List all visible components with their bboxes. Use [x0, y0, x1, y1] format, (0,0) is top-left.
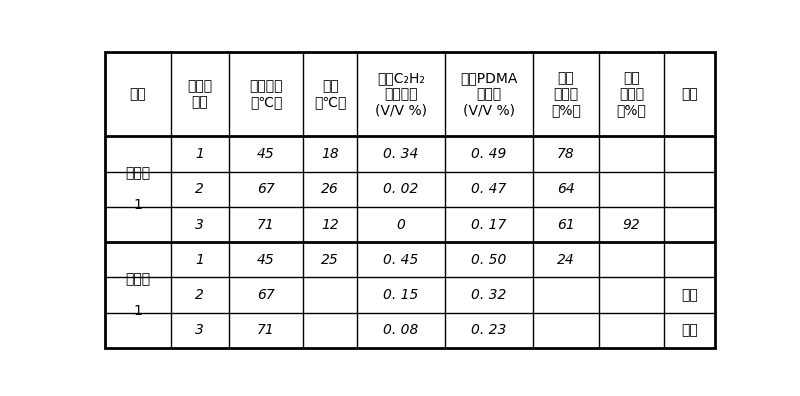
Text: 12: 12: [322, 217, 339, 232]
Text: 2: 2: [195, 182, 204, 196]
Text: 67: 67: [257, 182, 275, 196]
Text: 0. 15: 0. 15: [383, 288, 418, 302]
Text: 18: 18: [322, 147, 339, 161]
Text: 乙烯
选择性
（%）: 乙烯 选择性 （%）: [551, 71, 581, 118]
Text: 0. 17: 0. 17: [471, 217, 506, 232]
Text: 92: 92: [622, 217, 640, 232]
Text: 实施例

1: 实施例 1: [126, 166, 150, 213]
Text: 项目: 项目: [130, 87, 146, 101]
Text: 3: 3: [195, 323, 204, 337]
Text: 45: 45: [257, 253, 275, 267]
Text: 0. 23: 0. 23: [471, 323, 506, 337]
Text: 71: 71: [257, 217, 275, 232]
Text: 入口温度
（℃）: 入口温度 （℃）: [250, 79, 283, 109]
Text: 0. 47: 0. 47: [471, 182, 506, 196]
Text: 0: 0: [397, 217, 406, 232]
Text: 0. 45: 0. 45: [383, 253, 418, 267]
Text: 0. 32: 0. 32: [471, 288, 506, 302]
Text: 1: 1: [195, 147, 204, 161]
Text: 67: 67: [257, 288, 275, 302]
Text: 0. 08: 0. 08: [383, 323, 418, 337]
Text: 0. 50: 0. 50: [471, 253, 506, 267]
Text: 2: 2: [195, 288, 204, 302]
Text: 备注: 备注: [682, 87, 698, 101]
Text: 24: 24: [557, 253, 574, 267]
Text: 25: 25: [322, 253, 339, 267]
Text: 45: 45: [257, 147, 275, 161]
Text: 飞温: 飞温: [682, 323, 698, 337]
Text: 出口C₂H₂
残余量，
(V/V %): 出口C₂H₂ 残余量， (V/V %): [375, 71, 427, 118]
Text: 78: 78: [557, 147, 574, 161]
Text: 0. 34: 0. 34: [383, 147, 418, 161]
Text: 反应器
段次: 反应器 段次: [187, 79, 212, 109]
Text: 温升
（℃）: 温升 （℃）: [314, 79, 346, 109]
Text: 1: 1: [195, 253, 204, 267]
Text: 26: 26: [322, 182, 339, 196]
Text: 出口PDMA
残余量
(V/V %): 出口PDMA 残余量 (V/V %): [460, 71, 518, 118]
Text: 飞温: 飞温: [682, 288, 698, 302]
Text: 3: 3: [195, 217, 204, 232]
Text: 64: 64: [557, 182, 574, 196]
Text: 0. 02: 0. 02: [383, 182, 418, 196]
Text: 71: 71: [257, 323, 275, 337]
Text: 0. 49: 0. 49: [471, 147, 506, 161]
Text: 丙烯
选择性
（%）: 丙烯 选择性 （%）: [617, 71, 646, 118]
Text: 61: 61: [557, 217, 574, 232]
Text: 对比例

1: 对比例 1: [126, 272, 150, 318]
